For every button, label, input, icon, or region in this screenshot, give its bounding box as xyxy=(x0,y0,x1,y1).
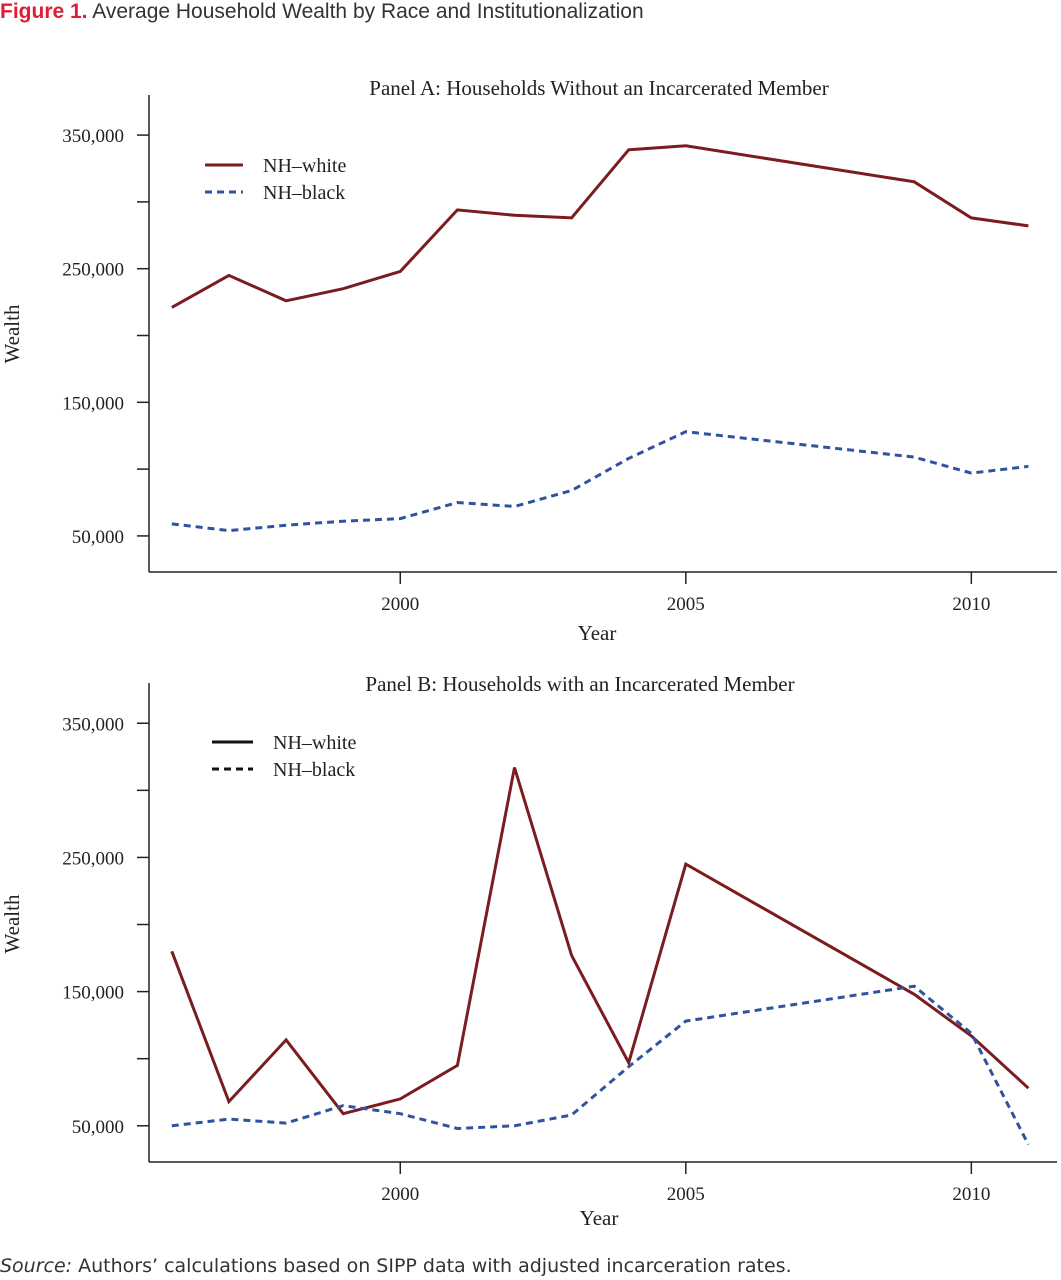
x-tick-label: 2010 xyxy=(952,1184,990,1205)
axes xyxy=(148,683,1057,1163)
x-tick-label: 2000 xyxy=(381,594,419,615)
x-tick-label: 2005 xyxy=(667,1184,705,1205)
y-tick-label: 50,000 xyxy=(72,527,124,548)
series-line-nh-white xyxy=(170,767,1030,1116)
figure-label: Figure 1. xyxy=(0,0,88,23)
ticks: 50,000 150,000 250,000 350,000 2000 2005 2010 xyxy=(62,714,990,1205)
y-tick-label: 250,000 xyxy=(62,260,124,281)
ticks: 50,000 150,000 250,000 350,000 2000 2005 2010 xyxy=(62,126,990,615)
x-tick-label: 2005 xyxy=(667,594,705,615)
x-axis-title: Year xyxy=(578,621,617,645)
y-tick-label: 350,000 xyxy=(62,714,124,735)
y-tick-label: 250,000 xyxy=(62,848,124,869)
series-line-nh-black xyxy=(171,430,1029,533)
y-tick-label: 350,000 xyxy=(62,126,124,147)
series-lines xyxy=(170,767,1030,1146)
x-tick-label: 2000 xyxy=(381,1184,419,1205)
y-axis-title: Wealth xyxy=(0,304,24,363)
panel-b-chart: Panel B: Households with an Incarcerated… xyxy=(0,672,1057,1230)
figure-title: Figure 1. Average Household Wealth by Ra… xyxy=(0,0,644,26)
source-note: Source: Authors’ calculations based on S… xyxy=(0,1254,792,1280)
legend: NH–white NH–black xyxy=(212,732,356,781)
x-axis-title: Year xyxy=(580,1206,619,1230)
figure-title-text: Average Household Wealth by Race and Ins… xyxy=(92,0,644,23)
series-line-nh-black xyxy=(171,984,1030,1146)
series-lines xyxy=(171,144,1029,533)
y-axis-title: Wealth xyxy=(0,894,24,953)
panel-a-chart: Panel A: Households Without an Incarcera… xyxy=(0,76,1057,645)
source-text: Authors’ calculations based on SIPP data… xyxy=(78,1255,792,1277)
legend-label: NH–white xyxy=(263,155,346,177)
panel-title: Panel B: Households with an Incarcerated… xyxy=(365,672,794,696)
legend-label: NH–black xyxy=(263,182,345,204)
x-tick-label: 2010 xyxy=(952,594,990,615)
legend: NH–white NH–black xyxy=(205,155,346,204)
legend-label: NH–black xyxy=(273,759,355,781)
legend-label: NH–white xyxy=(273,732,356,754)
y-tick-label: 150,000 xyxy=(62,983,124,1004)
panel-title: Panel A: Households Without an Incarcera… xyxy=(369,76,828,100)
y-tick-label: 150,000 xyxy=(62,393,124,414)
series-line-nh-white xyxy=(171,144,1029,309)
source-label: Source: xyxy=(0,1255,73,1277)
y-tick-label: 50,000 xyxy=(72,1117,124,1138)
axes xyxy=(148,95,1057,573)
